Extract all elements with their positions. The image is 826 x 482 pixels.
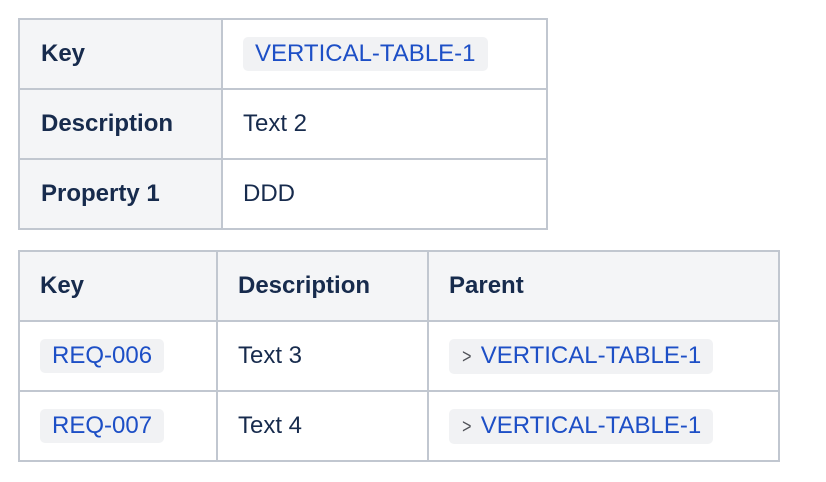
description-cell: Text 4 — [216, 390, 429, 462]
parent-cell: > VERTICAL-TABLE-1 — [427, 390, 780, 462]
vertical-table: Key VERTICAL-TABLE-1 Description Text 2 … — [18, 18, 548, 230]
row-label-property-1: Property 1 — [18, 158, 223, 230]
parent-link-label: VERTICAL-TABLE-1 — [480, 411, 702, 439]
table-row: Description Text 2 — [18, 88, 548, 160]
issue-link[interactable]: REQ-006 — [40, 339, 165, 373]
column-header-parent: Parent — [427, 250, 780, 322]
horizontal-table: Key Description Parent REQ-006 Text 3 > V… — [18, 250, 780, 462]
description-cell: Text 2 — [221, 88, 548, 160]
chevron-right-icon: > — [462, 345, 472, 368]
parent-link[interactable]: > VERTICAL-TABLE-1 — [449, 338, 714, 374]
parent-link[interactable]: > VERTICAL-TABLE-1 — [449, 408, 714, 444]
issue-link[interactable]: VERTICAL-TABLE-1 — [243, 37, 488, 71]
table-row: REQ-006 Text 3 > VERTICAL-TABLE-1 — [18, 320, 780, 392]
key-cell: REQ-006 — [18, 320, 218, 392]
table-row: Property 1 DDD — [18, 158, 548, 230]
key-cell: VERTICAL-TABLE-1 — [221, 18, 548, 90]
table-row: Key VERTICAL-TABLE-1 — [18, 18, 548, 90]
header-row: Key Description Parent — [18, 250, 780, 322]
column-header-key: Key — [18, 250, 218, 322]
key-cell: REQ-007 — [18, 390, 218, 462]
row-label-description: Description — [18, 88, 223, 160]
issue-link[interactable]: REQ-007 — [40, 409, 165, 443]
description-cell: Text 3 — [216, 320, 429, 392]
row-label-key: Key — [18, 18, 223, 90]
chevron-right-icon: > — [462, 415, 472, 438]
parent-cell: > VERTICAL-TABLE-1 — [427, 320, 780, 392]
column-header-description: Description — [216, 250, 429, 322]
table-row: REQ-007 Text 4 > VERTICAL-TABLE-1 — [18, 390, 780, 462]
property-1-cell: DDD — [221, 158, 548, 230]
parent-link-label: VERTICAL-TABLE-1 — [480, 341, 702, 369]
